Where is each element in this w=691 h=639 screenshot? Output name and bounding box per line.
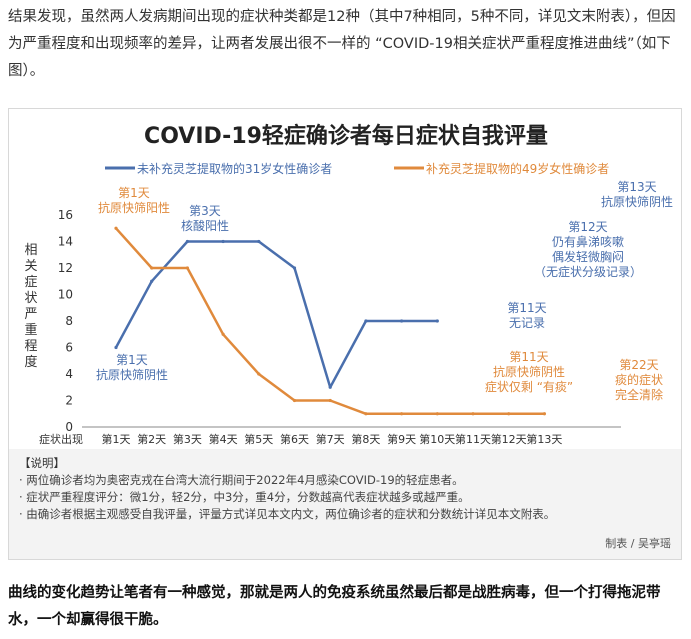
series-line-1 xyxy=(114,240,438,389)
chart-title: COVID-19轻症确诊者每日症状自我评量 xyxy=(144,123,548,149)
series-1-point xyxy=(364,319,368,323)
legend: 未补充灵芝提取物的31岁女性确诊者 补充灵芝提取物的49岁女性确诊者 xyxy=(105,161,609,176)
chart-card: COVID-19轻症确诊者每日症状自我评量 未补充灵芝提取物的31岁女性确诊者 … xyxy=(8,108,682,560)
series-2-point xyxy=(435,412,439,416)
x-tick-label: 第9天 xyxy=(387,432,416,446)
series-1-point xyxy=(292,266,297,270)
series-1-point xyxy=(435,319,439,323)
line-chart: COVID-19轻症确诊者每日症状自我评量 未补充灵芝提取物的31岁女性确诊者 … xyxy=(9,109,681,449)
series-1-point xyxy=(185,239,189,244)
y-tick-label: 4 xyxy=(65,367,73,381)
annotation-6: 第11天无记录 xyxy=(507,301,546,330)
series-2-point xyxy=(221,332,225,336)
series-1-point xyxy=(221,239,225,244)
y-tick-label: 6 xyxy=(65,341,73,355)
series-1-point xyxy=(114,345,118,350)
y-tick-label: 14 xyxy=(58,235,73,249)
notes-item-1: · 两位确诊者均为奥密克戎在台湾大流行期间于2022年4月感染COVID-19的… xyxy=(19,473,464,487)
annotation-4: 第13天抗原快筛阴性 xyxy=(601,180,673,209)
series-1-point xyxy=(328,385,332,389)
intro-paragraph: 结果发现，虽然两人发病期间出现的症状种类都是12种（其中7种相同，5种不同，详见… xyxy=(8,9,676,79)
x-tick-label: 第7天 xyxy=(316,432,345,446)
series-2-point xyxy=(364,412,368,416)
y-tick-label: 2 xyxy=(65,394,73,408)
series-2-point xyxy=(328,398,332,403)
notes-item-2: · 症状严重程度评分：微1分，轻2分，中3分，重4分，分数越高代表症状越多或越严… xyxy=(19,490,470,504)
x-tick-label: 第10天 xyxy=(419,432,455,446)
annotation-8: 第22天痰的症状完全清除 xyxy=(615,358,663,402)
x-tick-label: 第12天 xyxy=(491,432,527,446)
series-2-point xyxy=(150,266,154,270)
notes-item-3: · 由确诊者根据主观感受自我评量，评量方式详见本文内文，两位确诊者的症状和分数统… xyxy=(19,507,556,521)
series-lines xyxy=(114,226,547,416)
x-tick-label: 第4天 xyxy=(209,432,238,446)
annotation-5: 第12天仍有鼻涕咳嗽偶发轻微胸闷（无症状分级记录） xyxy=(534,220,642,279)
legend-label-series-2: 补充灵芝提取物的49岁女性确诊者 xyxy=(426,161,609,176)
y-axis-label: 相关症状严重程度 xyxy=(24,243,37,370)
chart-notes: 【说明】 · 两位确诊者均为奥密克戎在台湾大流行期间于2022年4月感染COVI… xyxy=(19,455,555,523)
x-axis-label: 症状出现 xyxy=(39,432,83,446)
series-1-point xyxy=(257,239,261,244)
legend-label-series-1: 未补充灵芝提取物的31岁女性确诊者 xyxy=(137,161,332,176)
series-2-point xyxy=(185,266,189,270)
x-tick-labels: 第1天 第2天 第3天 第4天 第5天 第6天 第7天 第8天 第9天 第10天 第11天 第12天第… xyxy=(102,432,563,446)
y-tick-labels: 0 2 4 6 8 10 12 14 16 xyxy=(58,208,73,434)
x-tick-label: 第6天 xyxy=(280,432,309,446)
series-2-point xyxy=(542,412,547,416)
series-2-point xyxy=(400,412,404,416)
series-2-point xyxy=(114,226,118,230)
x-tick-label: 第3天 xyxy=(173,432,202,446)
series-1-point xyxy=(400,319,404,323)
x-tick-label: 第5天 xyxy=(244,432,273,446)
y-tick-label: 16 xyxy=(58,208,73,222)
y-tick-label: 10 xyxy=(58,288,73,302)
x-tick-label: 第8天 xyxy=(351,432,380,446)
series-2-point xyxy=(507,412,511,416)
notes-heading: 【说明】 xyxy=(19,456,65,470)
series-2-point xyxy=(292,398,297,403)
annotation-2: 第3天核酸阳性 xyxy=(181,204,229,233)
x-tick-label: 第2天 xyxy=(137,432,166,446)
y-tick-label: 0 xyxy=(65,420,73,434)
series-2-point xyxy=(257,372,261,376)
outro-paragraph: 曲线的变化趋势让笔者有一种感觉，那就是两人的免疫系统虽然最后都是战胜病毒，但一个… xyxy=(8,585,661,628)
series-1-point xyxy=(150,279,154,283)
y-tick-label: 12 xyxy=(58,261,73,275)
annotation-7: 第11天抗原快筛阴性症状仅剩 “有痰” xyxy=(485,350,573,394)
x-tick-label: 第1天 xyxy=(102,432,131,446)
y-tick-label: 8 xyxy=(65,314,73,328)
series-2-point xyxy=(471,412,475,416)
annotation-3: 第1天抗原快筛阴性 xyxy=(96,353,168,382)
x-tick-label: 第11天 xyxy=(455,432,491,446)
annotation-1: 第1天抗原快筛阳性 xyxy=(98,186,170,215)
chart-credit: 制表 / 吴亭瑶 xyxy=(605,537,671,550)
x-tick-label: 第13天 xyxy=(526,432,562,446)
